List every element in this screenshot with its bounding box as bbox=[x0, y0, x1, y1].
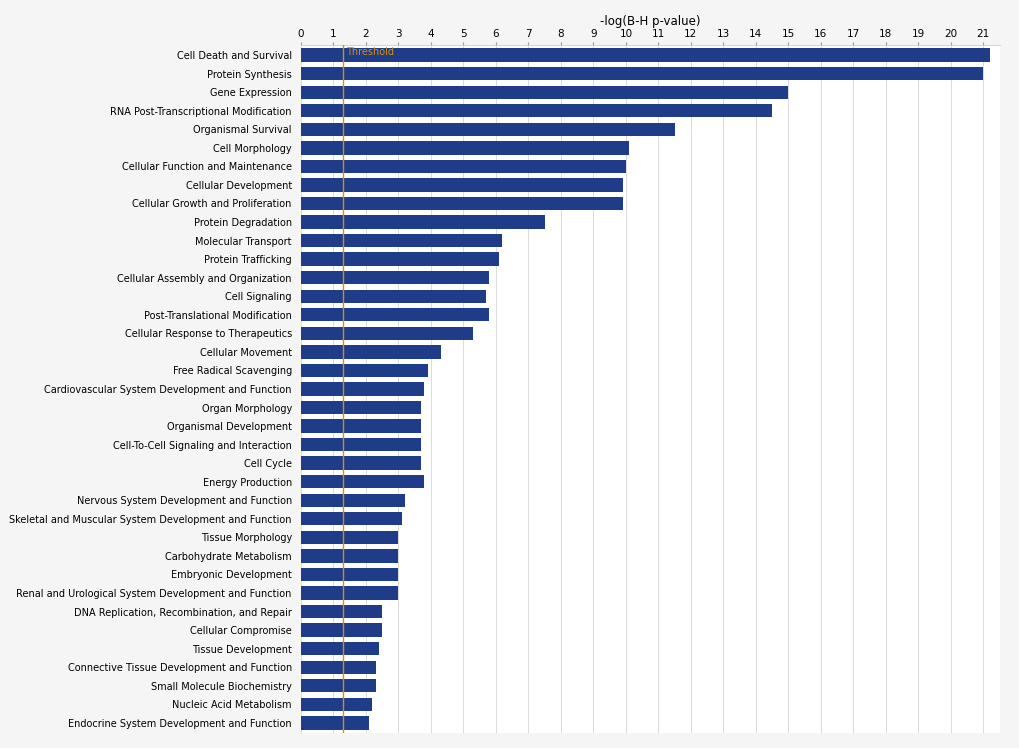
Bar bbox=[301, 104, 771, 117]
Bar bbox=[301, 475, 424, 488]
Bar bbox=[301, 660, 375, 674]
Bar bbox=[301, 49, 988, 62]
Bar bbox=[301, 178, 622, 191]
X-axis label: -log(B-H p-value): -log(B-H p-value) bbox=[599, 15, 700, 28]
Bar bbox=[301, 364, 427, 377]
Bar bbox=[301, 271, 489, 284]
Bar bbox=[301, 141, 629, 155]
Bar bbox=[301, 308, 489, 322]
Bar bbox=[301, 123, 674, 136]
Bar bbox=[301, 549, 398, 562]
Bar bbox=[301, 568, 398, 581]
Bar bbox=[301, 623, 382, 637]
Bar bbox=[301, 642, 378, 655]
Bar bbox=[301, 401, 421, 414]
Bar bbox=[301, 215, 544, 229]
Bar bbox=[301, 159, 626, 173]
Bar bbox=[301, 679, 375, 693]
Bar bbox=[301, 420, 421, 433]
Bar bbox=[301, 438, 421, 451]
Bar bbox=[301, 234, 502, 248]
Bar bbox=[301, 197, 622, 210]
Bar bbox=[301, 289, 486, 303]
Bar bbox=[301, 252, 498, 266]
Text: Threshold: Threshold bbox=[345, 46, 393, 57]
Bar bbox=[301, 698, 372, 711]
Bar bbox=[301, 85, 788, 99]
Bar bbox=[301, 605, 382, 619]
Bar bbox=[301, 494, 405, 507]
Bar bbox=[301, 345, 440, 358]
Bar bbox=[301, 67, 982, 80]
Bar bbox=[301, 530, 398, 544]
Bar bbox=[301, 327, 473, 340]
Bar bbox=[301, 382, 424, 396]
Bar bbox=[301, 716, 369, 729]
Bar bbox=[301, 512, 401, 526]
Bar bbox=[301, 456, 421, 470]
Bar bbox=[301, 586, 398, 600]
